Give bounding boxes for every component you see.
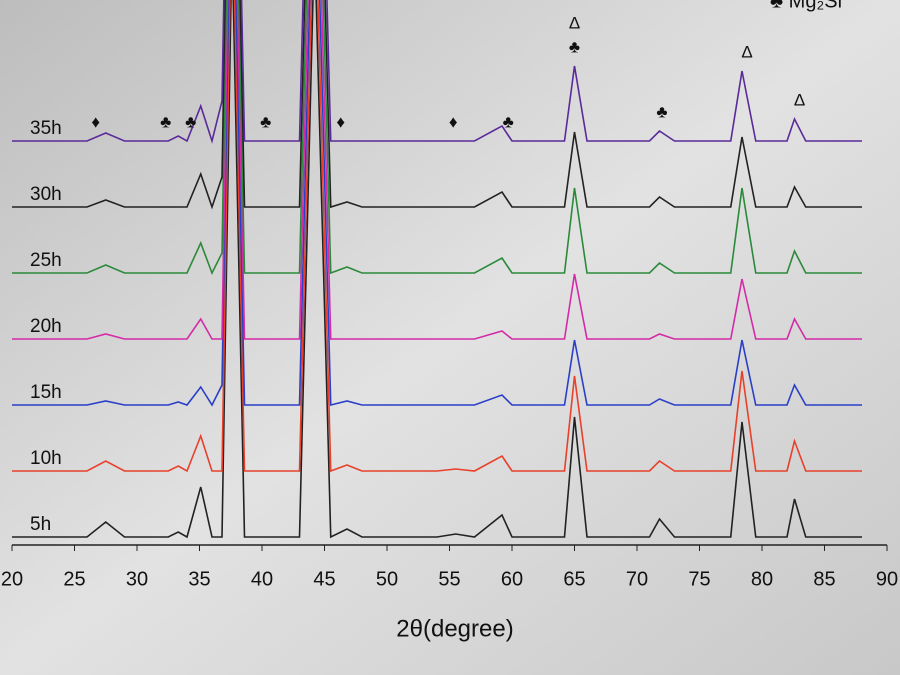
peak-marker: ♣: [656, 102, 667, 121]
x-tick-label: 85: [813, 568, 835, 590]
xrd-line: [12, 0, 862, 340]
x-tick-label: 75: [688, 568, 710, 590]
x-tick-label: 30: [126, 568, 148, 590]
x-tick-label: 40: [251, 568, 273, 590]
peak-marker: ♦: [91, 112, 100, 131]
x-tick-label: 80: [751, 568, 773, 590]
peak-marker: ♦: [449, 112, 458, 131]
x-tick-label: 65: [563, 568, 585, 590]
peak-marker: ♣: [260, 112, 271, 131]
x-tick-label: 45: [313, 568, 335, 590]
x-tick-label: 25: [63, 568, 85, 590]
peak-marker: Δ: [569, 13, 580, 32]
xrd-line: [12, 0, 862, 407]
x-axis-label: 2θ(degree): [396, 615, 513, 642]
series-label: 30h: [30, 184, 62, 205]
peak-marker: Δ: [741, 42, 752, 61]
x-tick-label: 70: [626, 568, 648, 590]
x-tick-label: 60: [501, 568, 523, 590]
xrd-line: [12, 0, 862, 539]
series-label: 15h: [30, 382, 62, 403]
series-label: 10h: [30, 448, 62, 469]
xrd-line: [12, 0, 862, 210]
xrd-line: [12, 0, 862, 275]
peak-marker: ♣: [160, 112, 171, 131]
series-label: 20h: [30, 316, 62, 337]
x-tick-label: 90: [876, 568, 898, 590]
xrd-line: [12, 0, 862, 144]
peak-marker: Δ: [794, 90, 805, 109]
series-label: 5h: [30, 514, 51, 535]
legend-note: ♣ Mg₂Si: [770, 0, 842, 12]
peak-marker: ♣: [503, 112, 514, 131]
x-tick-label: 35: [188, 568, 210, 590]
xrd-line: [12, 0, 862, 473]
peak-marker: ♣: [569, 37, 580, 56]
series-label: 25h: [30, 250, 62, 271]
x-tick-label: 50: [376, 568, 398, 590]
series-label: 35h: [30, 118, 62, 139]
peak-marker: ♣: [185, 112, 196, 131]
x-tick-label: 20: [1, 568, 23, 590]
peak-marker: ♦: [336, 112, 345, 131]
x-tick-label: 55: [438, 568, 460, 590]
